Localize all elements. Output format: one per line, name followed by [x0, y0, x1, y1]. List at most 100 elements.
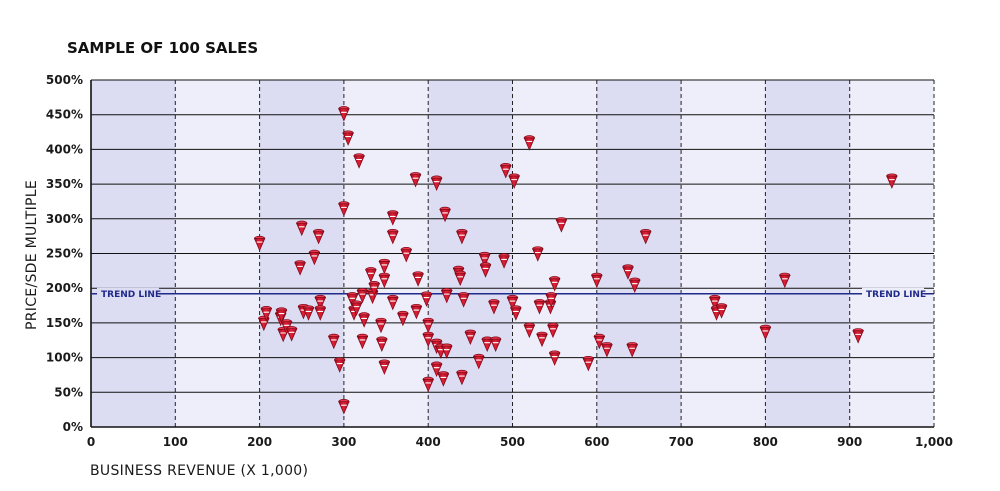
- cone-body: [312, 231, 325, 245]
- cone-body: [545, 294, 558, 308]
- cone-body: [430, 363, 443, 377]
- data-point: [439, 206, 451, 223]
- data-point: [312, 228, 325, 245]
- cone-body: [400, 249, 413, 263]
- cone-body: [420, 293, 433, 307]
- cone-body: [536, 333, 548, 348]
- cone-body: [457, 294, 470, 308]
- y-tick-label: 50%: [54, 385, 83, 399]
- chart-title: SAMPLE OF 100 SALES: [67, 39, 258, 57]
- cone-body: [328, 335, 340, 350]
- data-point: [302, 305, 315, 321]
- data-point: [365, 267, 377, 283]
- cone-body: [456, 231, 468, 245]
- y-tick-label: 500%: [46, 73, 83, 87]
- x-tick-label: 1,000: [915, 435, 953, 449]
- data-point: [715, 303, 728, 319]
- cone-body: [410, 306, 423, 320]
- data-point: [709, 294, 721, 311]
- trend-line: TREND LINE TREND LINE: [91, 287, 934, 300]
- cone-body: [338, 203, 350, 217]
- data-point: [338, 399, 350, 415]
- data-point: [400, 247, 413, 263]
- data-point: [488, 299, 500, 315]
- cone-body: [368, 283, 380, 297]
- cone-body: [308, 252, 321, 266]
- x-tick-label: 500: [500, 435, 525, 449]
- cone-body: [626, 344, 638, 358]
- data-point: [430, 175, 443, 191]
- cone-body: [510, 307, 522, 321]
- data-point: [582, 355, 595, 372]
- x-tick-label: 600: [584, 435, 609, 449]
- cone-body: [639, 231, 652, 245]
- data-point: [454, 270, 466, 287]
- data-point: [350, 300, 363, 316]
- data-point: [368, 281, 380, 297]
- y-tick-label: 400%: [46, 142, 83, 156]
- data-point: [409, 172, 422, 188]
- cone-body: [422, 333, 434, 348]
- trend-label-bg-right: [862, 287, 924, 300]
- data-point: [547, 322, 559, 339]
- data-point: [548, 350, 561, 366]
- cone-body: [296, 222, 308, 237]
- axes: [90, 80, 934, 428]
- data-point: [378, 258, 391, 275]
- y-tick-label: 300%: [46, 212, 83, 226]
- cone-body: [387, 212, 399, 226]
- data-point: [886, 173, 898, 189]
- cone-body: [523, 137, 536, 151]
- trend-line-label-right: TREND LINE: [866, 290, 926, 300]
- cone-body: [488, 301, 500, 315]
- x-tick-label: 300: [331, 435, 356, 449]
- data-point: [457, 292, 470, 308]
- data-points: [253, 106, 898, 415]
- x-tick-label: 800: [753, 435, 778, 449]
- data-point: [420, 291, 433, 307]
- data-point: [500, 163, 512, 179]
- data-point: [533, 299, 546, 315]
- cone-body: [500, 165, 512, 179]
- data-point: [285, 326, 298, 342]
- cone-body: [441, 290, 453, 304]
- data-point: [593, 333, 606, 350]
- data-point: [253, 235, 266, 252]
- x-tick-label: 400: [416, 435, 441, 449]
- cone-body: [489, 338, 502, 352]
- data-point: [548, 276, 561, 292]
- y-tick-label: 150%: [46, 316, 83, 330]
- y-tick-label: 450%: [46, 108, 83, 122]
- cone-body: [342, 132, 354, 146]
- cone-body: [498, 255, 510, 269]
- data-point: [779, 272, 791, 289]
- data-point: [555, 217, 568, 233]
- data-point: [378, 359, 391, 375]
- cone-body: [464, 331, 477, 346]
- cone-body: [333, 359, 346, 373]
- cone-body: [779, 274, 791, 289]
- y-tick-label: 0%: [63, 420, 83, 434]
- cone-body: [591, 274, 603, 289]
- x-axis-label: BUSINESS REVENUE (X 1,000): [90, 463, 308, 479]
- cone-body: [387, 297, 399, 311]
- data-point: [333, 357, 346, 373]
- cone-body: [582, 358, 595, 372]
- cone-body: [375, 320, 387, 334]
- data-point: [387, 210, 399, 226]
- y-axis-label: PRICE/SDE MULTIPLE: [24, 180, 40, 330]
- data-point: [356, 333, 369, 350]
- cone-body: [275, 309, 288, 323]
- cone-body: [508, 175, 520, 189]
- data-point: [358, 312, 370, 328]
- trend-label-bg-left: [97, 287, 159, 300]
- cone-body: [629, 279, 641, 293]
- cone-body: [338, 401, 350, 415]
- data-point: [378, 272, 391, 289]
- cone-body: [387, 231, 399, 245]
- y-tick-label: 350%: [46, 177, 83, 191]
- x-axis-tick-labels: 0 100 200 300 400 500 600 700 800 900 1,000: [87, 435, 953, 449]
- data-point: [508, 173, 520, 189]
- data-point: [523, 135, 536, 151]
- data-point: [510, 305, 522, 321]
